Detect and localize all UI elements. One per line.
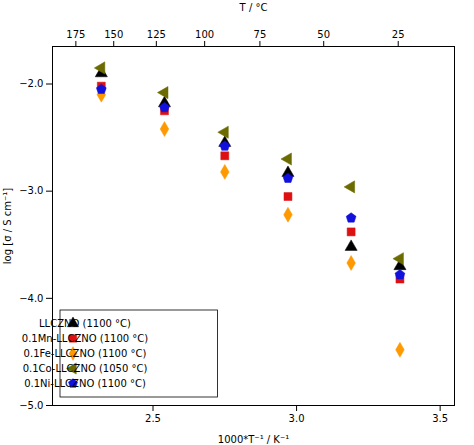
svg-text:0.1Fe-LLCZNO (1100 °C): 0.1Fe-LLCZNO (1100 °C) (24, 348, 147, 359)
svg-text:0.1Mn-LLCZNO (1100 °C): 0.1Mn-LLCZNO (1100 °C) (22, 333, 148, 344)
svg-text:25: 25 (392, 29, 405, 40)
svg-text:LLCZNO (1100 °C): LLCZNO (1100 °C) (39, 318, 131, 329)
svg-text:log [σ / S cm⁻¹]: log [σ / S cm⁻¹] (2, 188, 13, 264)
svg-text:50: 50 (317, 29, 330, 40)
svg-text:100: 100 (195, 29, 214, 40)
svg-text:2.5: 2.5 (145, 413, 161, 424)
svg-text:−2.0: −2.0 (19, 78, 43, 89)
svg-text:175: 175 (66, 29, 85, 40)
svg-text:3.0: 3.0 (289, 413, 305, 424)
svg-text:150: 150 (104, 29, 123, 40)
svg-text:0.1Ni-LLCZNO (1100 °C): 0.1Ni-LLCZNO (1100 °C) (24, 378, 146, 389)
svg-text:T / °C: T / °C (239, 2, 268, 13)
svg-text:−4.0: −4.0 (19, 293, 43, 304)
svg-text:125: 125 (147, 29, 166, 40)
svg-text:0.1Co-LLCZNO (1050 °C): 0.1Co-LLCZNO (1050 °C) (23, 363, 148, 374)
svg-text:1000*T⁻¹ / K⁻¹: 1000*T⁻¹ / K⁻¹ (218, 434, 289, 445)
svg-text:75: 75 (254, 29, 267, 40)
svg-text:−3.0: −3.0 (19, 185, 43, 196)
svg-text:−5.0: −5.0 (19, 400, 43, 411)
svg-text:3.5: 3.5 (432, 413, 448, 424)
